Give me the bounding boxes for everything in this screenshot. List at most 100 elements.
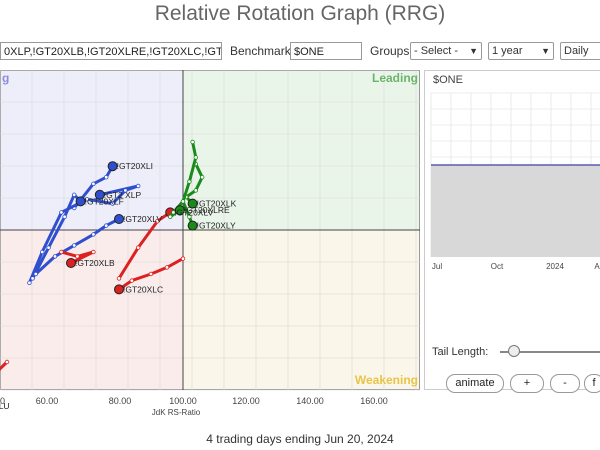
frequency-select[interactable]: Daily (560, 42, 600, 60)
period-select[interactable]: 1 year ▼ (488, 42, 554, 60)
symbols-input[interactable]: 0XLP,!GT20XLB,!GT20XLRE,!GT20XLC,!GT2 (0, 42, 222, 60)
series-head-point[interactable] (94, 189, 105, 200)
series-head-point[interactable] (107, 161, 118, 172)
series-head-point[interactable] (187, 220, 198, 231)
quadrant-lagging-label: g (2, 71, 9, 85)
series-head-point[interactable] (75, 196, 86, 207)
benchmark-panel: $ONE Jul Oct 2024 A (424, 70, 600, 390)
benchmark-mini-chart: $ONE Jul Oct 2024 A (430, 74, 600, 271)
series-tail[interactable] (27, 184, 140, 285)
series-label: !GT20XLK (197, 199, 237, 209)
tail-length-slider-handle[interactable] (508, 345, 520, 357)
tail-point (187, 214, 192, 219)
quadrant-improving-area (0, 70, 183, 230)
tail-point (193, 155, 198, 160)
tail-point (91, 249, 96, 255)
series-head-point[interactable] (187, 198, 198, 209)
tail-point (59, 249, 64, 255)
tail-point (110, 201, 115, 206)
tail-length-label: Tail Length: (432, 346, 489, 358)
tail-point (103, 223, 109, 228)
rrg-chart[interactable]: !GT20XLI !GT2 XLP!GT20XLF !GT20XLV !GT20XLB… (0, 70, 424, 420)
groups-select-value: - Select - (414, 45, 459, 57)
tail-point (71, 192, 77, 197)
tail-point (129, 278, 134, 283)
mini-x-tick-label: A (594, 262, 600, 271)
series-label: !GT2 XLP (104, 190, 142, 200)
minus-button[interactable]: - (550, 374, 580, 393)
tail-point (27, 280, 32, 285)
tail-point (75, 254, 80, 259)
period-select-value: 1 year (492, 45, 523, 57)
series-tail[interactable] (72, 164, 115, 210)
controls-bar: 0XLP,!GT20XLB,!GT20XLRE,!GT20XLC,!GT2 Be… (0, 42, 600, 62)
x-tick-label: 80.00 (109, 396, 132, 406)
tail-point (91, 181, 96, 186)
series-head-point[interactable] (174, 205, 185, 216)
chevron-down-icon: ▼ (541, 46, 550, 56)
series-head-point[interactable] (66, 258, 76, 268)
x-tick-label: 120.00 (232, 396, 260, 406)
series-tail[interactable] (59, 250, 95, 265)
x-tick-label: 100.00 (169, 396, 197, 406)
tail-point (167, 214, 173, 219)
animate-button[interactable]: animate (446, 374, 504, 393)
series-head-point[interactable] (114, 214, 124, 224)
tail-point (190, 139, 195, 145)
series-label: !GT20XLI (117, 161, 153, 171)
series-label: !GT20XLRE (184, 205, 230, 215)
series-label: !GT20XLU (0, 401, 10, 411)
tail-point (193, 188, 198, 193)
chevron-down-icon: ▼ (469, 46, 478, 56)
tail-point (148, 271, 154, 277)
series-label: !GT20XLF (85, 196, 124, 206)
series-label: !GT20XLB (75, 258, 115, 268)
tail-length-slider-track[interactable] (500, 351, 600, 353)
tail-point (30, 276, 35, 281)
tail-point (40, 249, 45, 255)
tail-point (123, 188, 128, 193)
x-tick-label: 140.00 (296, 396, 324, 406)
groups-select[interactable]: - Select - ▼ (410, 42, 482, 60)
series-tail[interactable] (0, 360, 9, 406)
x-axis-label: JdK RS-Ratio (152, 408, 201, 417)
quadrant-leading-area (183, 70, 420, 230)
series-tail[interactable] (117, 210, 172, 280)
mini-x-tick-label: 2024 (546, 262, 564, 271)
frequency-select-value: Daily (564, 45, 589, 57)
tail-point (52, 254, 58, 259)
mini-x-tick-label: Oct (491, 262, 504, 271)
quadrant-weakening-area (183, 230, 420, 390)
f-button[interactable]: f (584, 374, 600, 393)
groups-label: Groups: (370, 44, 413, 58)
tail-point (91, 232, 96, 237)
tail-point (164, 265, 170, 270)
quadrant-lagging-area (0, 230, 183, 390)
tail-point (116, 276, 122, 281)
tail-point (46, 245, 51, 250)
benchmark-input[interactable]: $ONE (290, 42, 362, 60)
tail-point (135, 245, 141, 250)
footer-status: 4 trading days ending Jun 20, 2024 (206, 432, 394, 446)
tail-point (62, 214, 67, 219)
tail-point (84, 196, 90, 202)
series-label: !GT20XLY (197, 221, 236, 231)
page-title: Relative Rotation Graph (RRG) (154, 2, 446, 25)
tail-point (180, 199, 186, 204)
tail-point (103, 174, 109, 180)
tail-point (171, 210, 176, 215)
plus-button[interactable]: + (510, 374, 544, 393)
quadrant-weakening-label: Weakening (355, 373, 418, 387)
mini-x-tick-label: Jul (432, 262, 442, 271)
series-head-point[interactable] (114, 284, 124, 295)
mini-chart-area (431, 165, 600, 257)
tail-point (155, 218, 160, 224)
series-label: !GT20XLV (123, 214, 162, 224)
tail-point (33, 271, 38, 277)
benchmark-label: Benchmark: (230, 44, 295, 58)
series-tail[interactable] (34, 217, 121, 276)
tail-point (180, 256, 186, 261)
x-tick-label: 60.00 (36, 396, 59, 406)
series-label: !GT20XLC (123, 284, 163, 294)
tail-point (4, 359, 10, 365)
